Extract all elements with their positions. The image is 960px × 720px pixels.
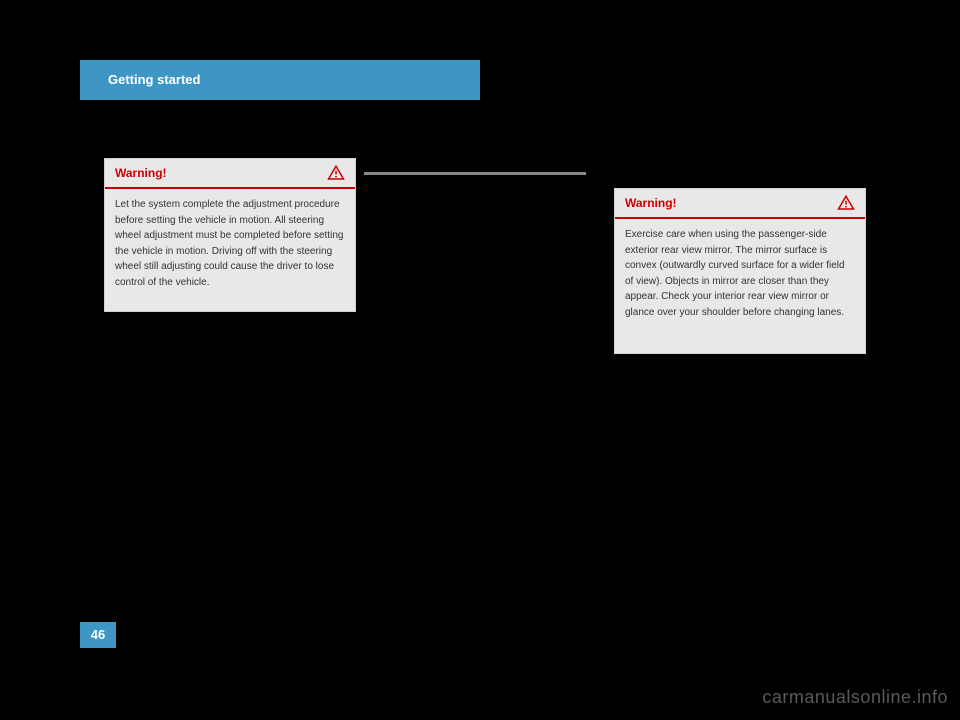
warning-body-text: Let the system complete the adjustment p…	[105, 189, 355, 298]
warning-box-left: Warning! Let the system complete the adj…	[104, 158, 356, 312]
warning-header: Warning!	[615, 189, 865, 219]
warning-body-text: Exercise care when using the passenger-s…	[615, 219, 865, 328]
page-number: 46	[80, 622, 116, 648]
warning-header: Warning!	[105, 159, 355, 189]
section-title: Getting started	[108, 72, 200, 87]
warning-box-right: Warning! Exercise care when using the pa…	[614, 188, 866, 354]
warning-title: Warning!	[625, 196, 677, 210]
watermark-text: carmanualsonline.info	[762, 687, 948, 708]
warning-title: Warning!	[115, 166, 167, 180]
warning-triangle-icon	[837, 194, 855, 212]
page-number-value: 46	[91, 627, 105, 642]
section-header: Getting started	[80, 60, 480, 100]
divider	[364, 172, 586, 175]
warning-triangle-icon	[327, 164, 345, 182]
